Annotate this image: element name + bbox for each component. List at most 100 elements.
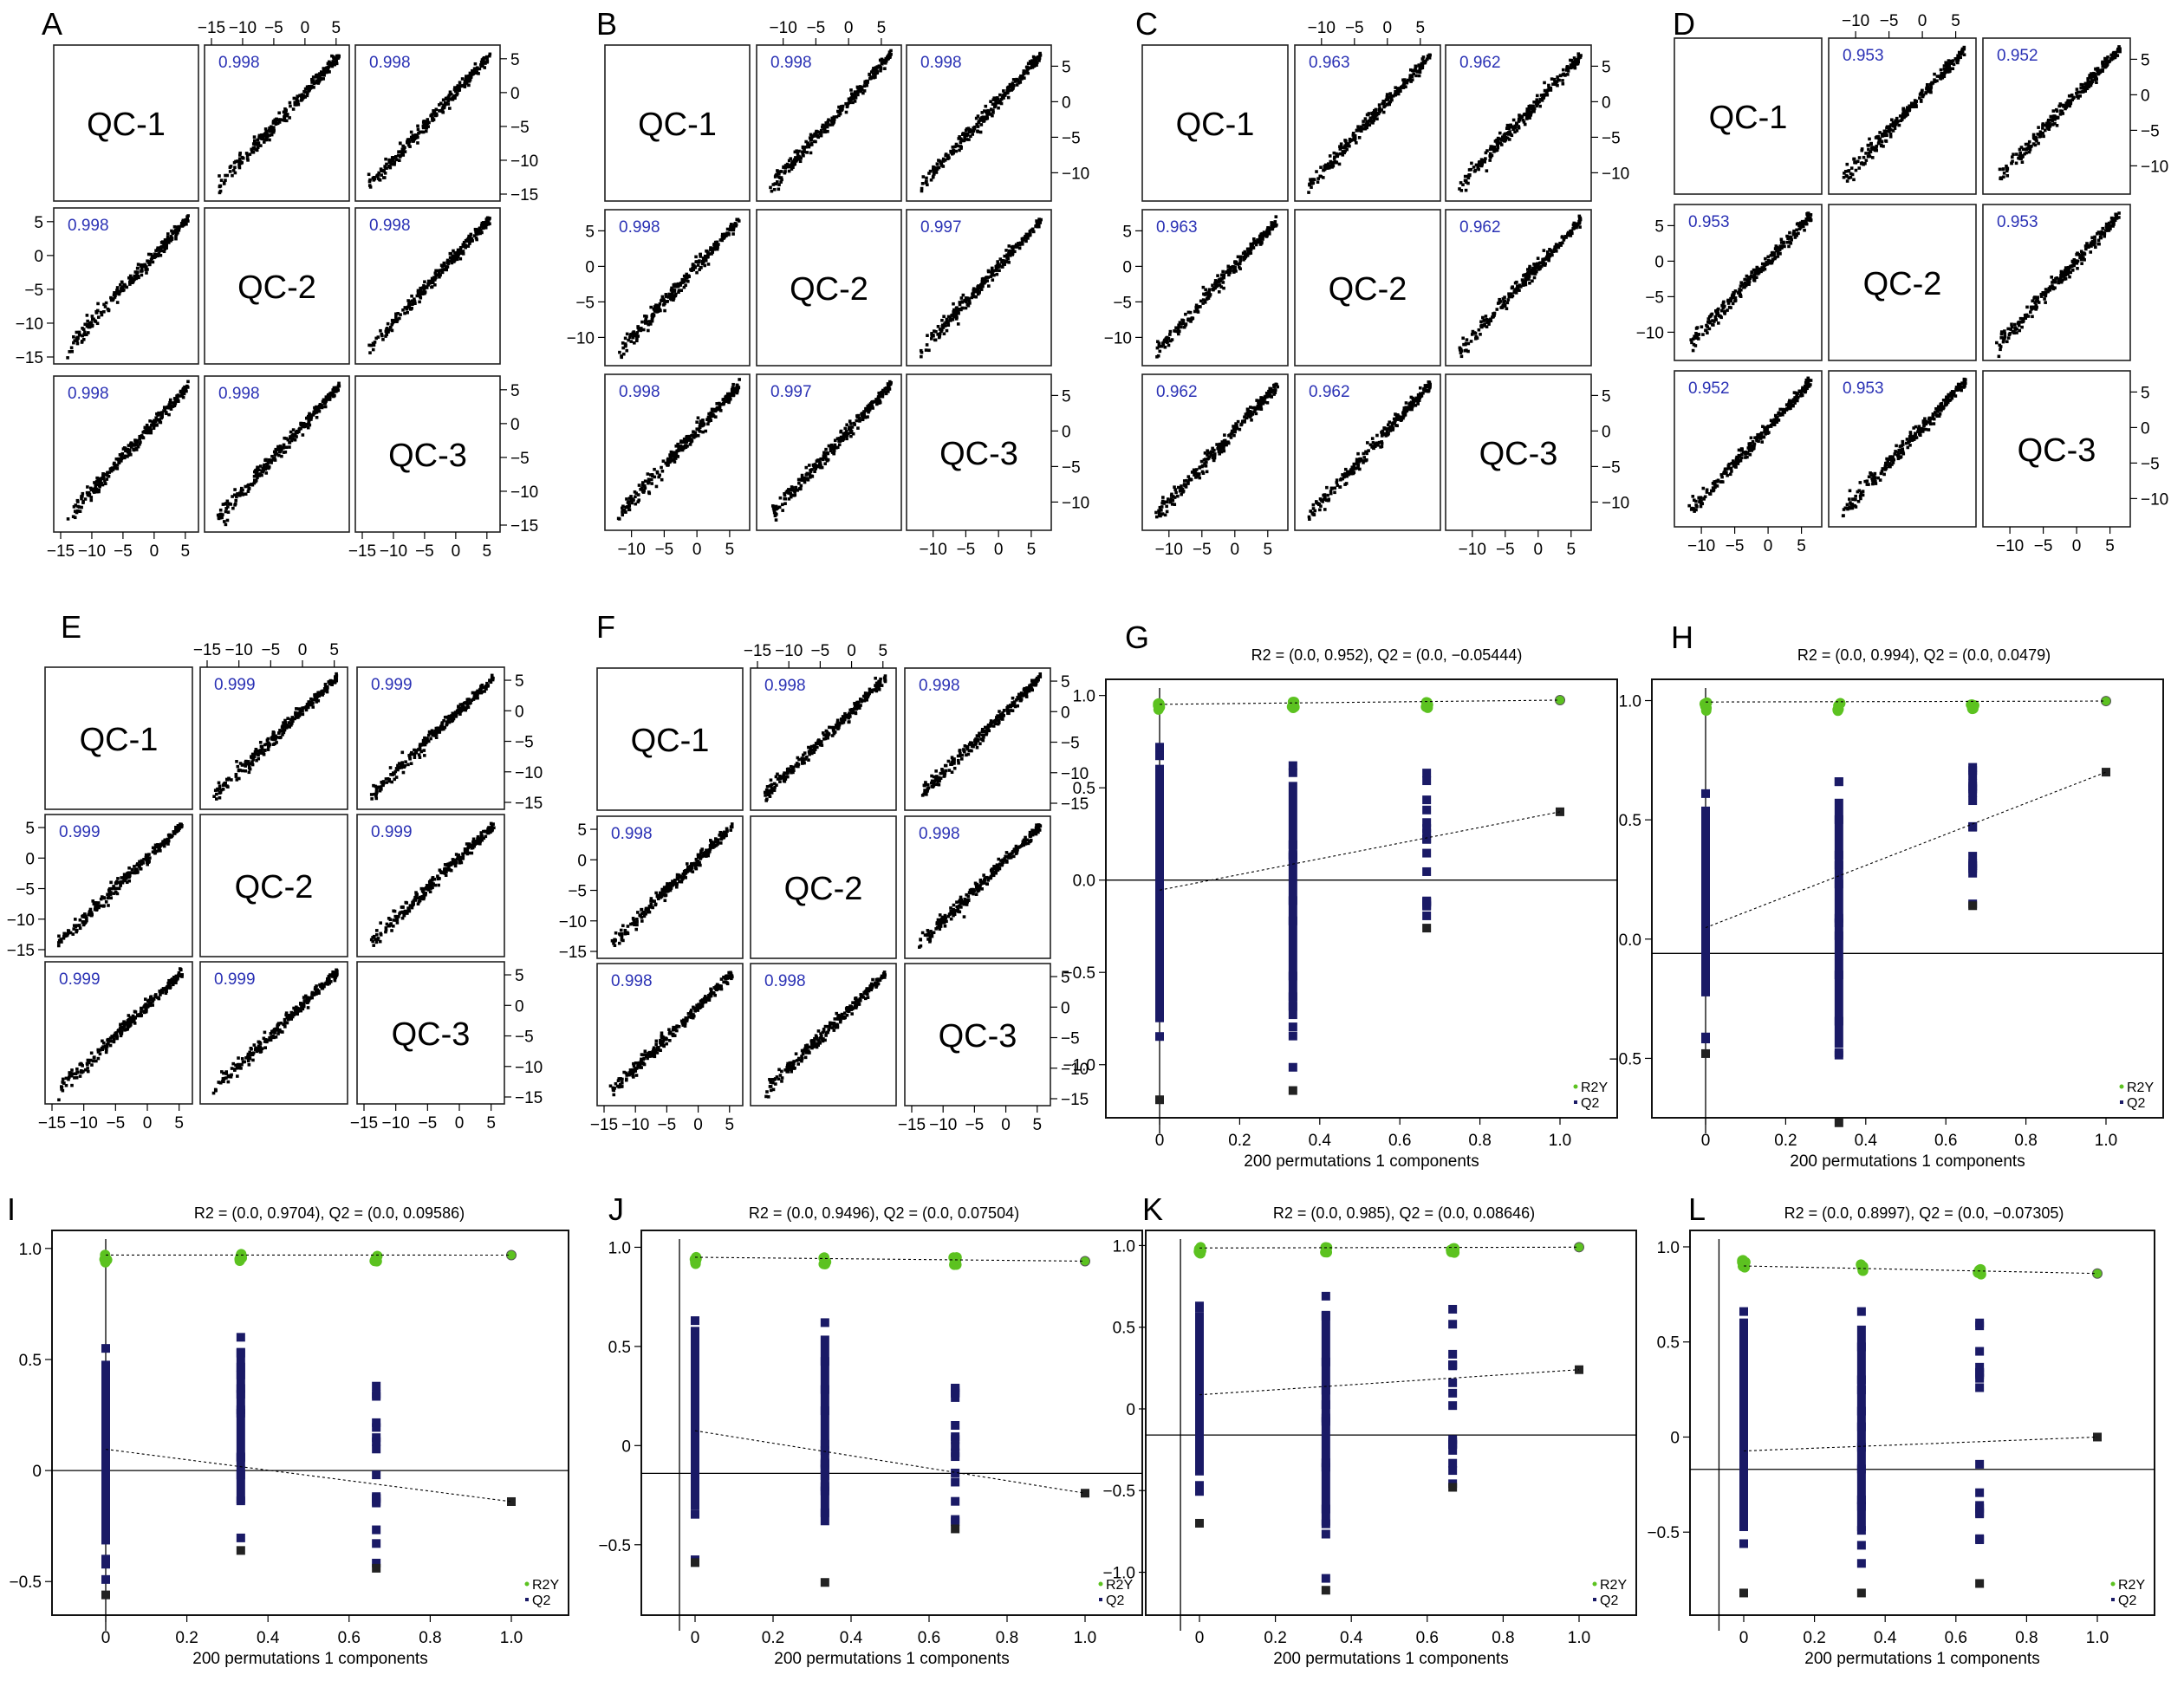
scatter-point (1569, 230, 1572, 233)
correlation-label: 0.997 (920, 218, 962, 237)
scatter-point (621, 509, 624, 514)
scatter-point (323, 399, 327, 403)
scatter-point (989, 107, 993, 111)
scatter-point (409, 130, 413, 134)
scatter-point (934, 171, 939, 174)
scatter-point (729, 223, 733, 226)
scatter-point (1542, 249, 1546, 252)
scatter-point (974, 116, 978, 120)
scatter-point (81, 491, 85, 496)
scatter-point (1328, 154, 1332, 158)
scatter-point (1226, 268, 1231, 272)
scatter-point (98, 477, 102, 481)
scatter-point (1011, 253, 1014, 256)
scatter-point (424, 129, 428, 133)
scatter-point (1513, 124, 1517, 128)
scatter-point (1500, 306, 1505, 309)
scatter-point (315, 405, 318, 409)
scatter-point (664, 295, 668, 298)
scatter-point (385, 331, 388, 335)
scatter-point (672, 296, 676, 300)
scatter-point (290, 437, 295, 441)
scatter-point (403, 306, 407, 309)
scatter-point (1222, 273, 1226, 277)
scatter-point (649, 477, 653, 482)
scatter-point (1252, 239, 1257, 243)
scatter-point (1169, 498, 1173, 502)
scatter-point (1201, 285, 1206, 289)
scatter-point (413, 302, 417, 305)
scatter-point (261, 466, 265, 471)
scatter-point (813, 470, 816, 473)
tick-label: 5 (1264, 541, 1273, 559)
scatter-point (726, 397, 730, 400)
scatter-point (463, 80, 467, 83)
scatter-point (1528, 116, 1531, 120)
scatter-point (122, 446, 127, 450)
scatter-point (222, 520, 226, 523)
scatter-point (835, 445, 838, 450)
scatter-point (414, 133, 418, 137)
scatter-point (331, 60, 335, 64)
scatter-point (322, 77, 325, 81)
scatter-point (381, 338, 385, 341)
scatter-point (1218, 280, 1221, 283)
scatter-point (976, 125, 980, 128)
scatter-point (1003, 254, 1006, 258)
scatter-point (867, 409, 871, 412)
scatter-point (465, 81, 469, 85)
scatter-point (1531, 279, 1534, 283)
scatter-point (1037, 59, 1041, 62)
scatter-point (862, 89, 867, 93)
scatter-point (367, 184, 372, 187)
scatter-point (452, 94, 457, 98)
scatter-point (1223, 433, 1226, 437)
scatter-point (849, 429, 854, 433)
scatter-point (1515, 288, 1519, 292)
scatter-point (255, 469, 259, 473)
scatter-point (72, 334, 75, 339)
scatter-point (943, 159, 947, 162)
scatter-point (686, 435, 689, 439)
scatter-point (316, 76, 321, 81)
scatter-point (185, 389, 188, 393)
scatter-point (1251, 243, 1255, 246)
scatter-point (483, 66, 487, 69)
scatter-point (1258, 239, 1261, 243)
scatter-point (1875, 144, 1879, 148)
scatter-point (1465, 180, 1468, 185)
scatter-point (632, 330, 636, 334)
scatter-point (701, 419, 705, 422)
scatter-point (1533, 264, 1537, 269)
scatter-point (644, 315, 648, 318)
scatter-point (155, 412, 159, 416)
scatter-point (1478, 159, 1481, 164)
scatter-point (932, 165, 935, 169)
scatter-point (986, 269, 991, 274)
scatter-point (875, 66, 880, 69)
scatter-point (1206, 296, 1211, 300)
scatter-point (155, 424, 159, 427)
scatter-point (367, 179, 372, 184)
scatter-point (625, 348, 629, 353)
scatter-point (333, 62, 337, 67)
scatter-point (1348, 144, 1351, 148)
scatter-point (386, 321, 390, 326)
scatter-point (274, 120, 278, 123)
scatter-point (1275, 383, 1278, 386)
scatter-point (1251, 246, 1255, 250)
scatter-point (1170, 503, 1174, 506)
scatter-point (419, 286, 422, 290)
scatter-point (148, 260, 152, 264)
scatter-point (1207, 290, 1211, 294)
scatter-point (1521, 118, 1525, 122)
scatter-point (1326, 163, 1330, 167)
scatter-point (874, 398, 878, 401)
scatter-point (884, 392, 888, 396)
scatter-point (1246, 251, 1251, 255)
scatter-point (95, 476, 99, 480)
scatter-point (828, 123, 832, 127)
scatter-point (881, 60, 886, 64)
scatter-point (710, 252, 713, 256)
scatter-point (1523, 282, 1526, 287)
